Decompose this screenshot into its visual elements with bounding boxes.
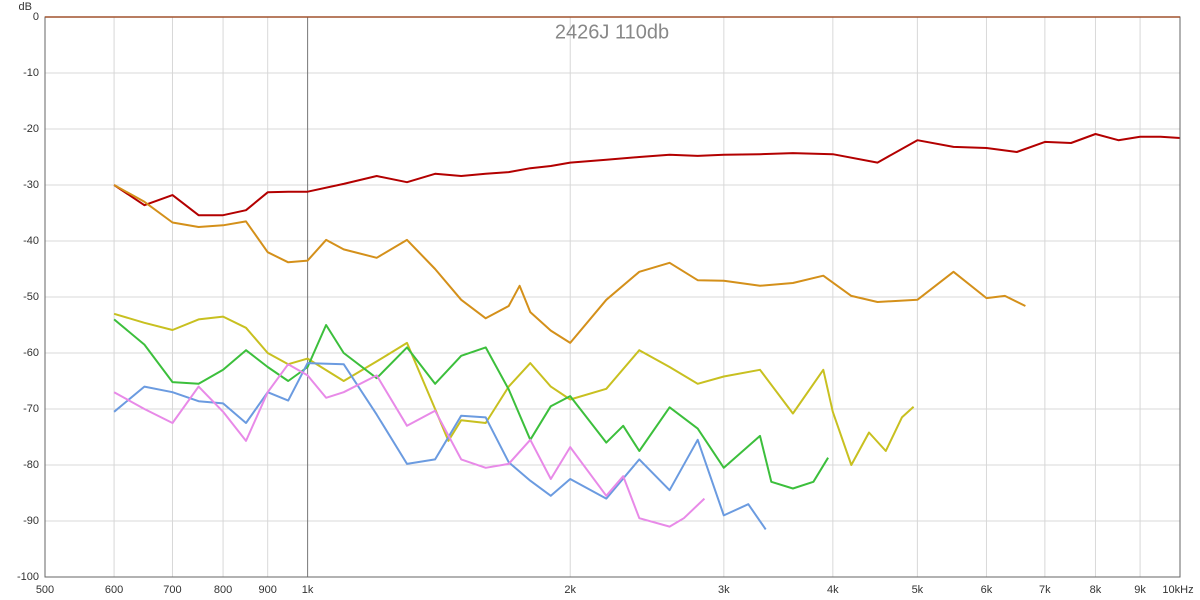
series-line — [113, 362, 767, 530]
y-tick-label: -70 — [23, 403, 39, 415]
x-tick-label: 6k — [981, 584, 993, 596]
x-tick-label: 5k — [912, 584, 924, 596]
y-tick-label: 0 — [33, 11, 39, 23]
x-tick-label: 600 — [105, 584, 123, 596]
x-tick-label: 4k — [827, 584, 839, 596]
series-line — [113, 133, 1181, 217]
x-tick-label: 10kHz — [1162, 584, 1193, 596]
y-axis-label: dB — [19, 1, 32, 13]
x-tick-label: 800 — [214, 584, 232, 596]
x-tick-label: 500 — [36, 584, 54, 596]
series-line — [113, 318, 829, 490]
y-tick-label: -10 — [23, 67, 39, 79]
plot-lines — [113, 133, 1181, 530]
x-tick-label: 700 — [163, 584, 181, 596]
series-line — [113, 363, 706, 528]
y-tick-label: -20 — [23, 123, 39, 135]
x-tick-label: 900 — [259, 584, 277, 596]
y-tick-label: -30 — [23, 179, 39, 191]
series-line — [113, 312, 915, 466]
x-tick-label: 9k — [1134, 584, 1146, 596]
chart-title: 2426J 110db — [555, 21, 669, 43]
y-tick-label: -40 — [23, 235, 39, 247]
series-line — [113, 184, 1026, 344]
y-tick-label: -80 — [23, 459, 39, 471]
y-tick-label: -50 — [23, 291, 39, 303]
y-tick-label: -60 — [23, 347, 39, 359]
x-tick-label: 7k — [1039, 584, 1051, 596]
x-tick-label: 1k — [302, 584, 314, 596]
y-tick-label: -90 — [23, 515, 39, 527]
y-tick-label: -100 — [17, 571, 39, 583]
x-tick-label: 8k — [1090, 584, 1102, 596]
x-tick-label: 2k — [564, 584, 576, 596]
x-tick-label: 3k — [718, 584, 730, 596]
